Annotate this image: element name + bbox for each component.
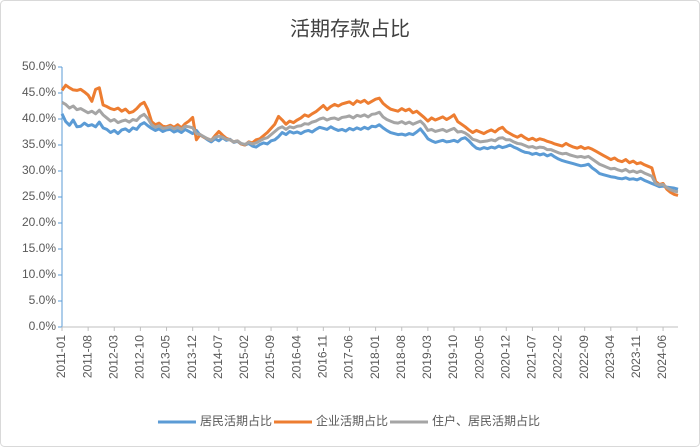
legend-label: 住户、居民活期占比 — [432, 413, 540, 428]
x-tick-label: 2016-04 — [289, 335, 303, 379]
y-tick-label: 15.0% — [22, 241, 56, 255]
x-tick-label: 2014-07 — [211, 335, 225, 379]
x-tick-label: 2011-08 — [80, 335, 94, 378]
x-tick-label: 2019-03 — [420, 335, 434, 379]
x-tick-label: 2023-04 — [603, 335, 617, 379]
x-tick-label: 2021-07 — [525, 335, 539, 379]
x-tick-label: 2019-10 — [446, 335, 460, 379]
y-tick-label: 45.0% — [22, 85, 56, 99]
x-tick-label: 2020-05 — [472, 335, 486, 379]
y-tick-label: 0.0% — [29, 319, 57, 333]
x-tick-label: 2015-09 — [263, 335, 277, 379]
x-tick-label: 2012-03 — [106, 335, 120, 379]
legend-label: 企业活期占比 — [316, 413, 388, 428]
y-tick-label: 5.0% — [29, 293, 57, 307]
x-tick-label: 2011-01 — [54, 335, 68, 378]
chart-title: 活期存款占比 — [290, 17, 410, 40]
y-tick-label: 50.0% — [22, 59, 56, 73]
x-tick-label: 2017-06 — [342, 335, 356, 379]
x-tick-label: 2016-11 — [316, 335, 330, 378]
legend-label: 居民活期占比 — [200, 413, 272, 428]
x-tick-label: 2013-05 — [159, 335, 173, 379]
x-tick-label: 2024-06 — [655, 335, 669, 379]
y-tick-label: 40.0% — [22, 111, 56, 125]
x-tick-label: 2023-11 — [629, 335, 643, 378]
x-tick-label: 2020-12 — [498, 335, 512, 379]
x-tick-label: 2022-09 — [577, 335, 591, 379]
x-tick-label: 2018-08 — [394, 335, 408, 379]
x-tick-label: 2018-01 — [368, 335, 382, 379]
y-tick-label: 20.0% — [22, 215, 56, 229]
series-line — [60, 113, 679, 191]
y-tick-label: 10.0% — [22, 267, 56, 281]
x-tick-label: 2022-02 — [551, 335, 565, 379]
y-tick-label: 30.0% — [22, 163, 56, 177]
x-tick-label: 2012-10 — [133, 335, 147, 379]
x-tick-label: 2013-12 — [185, 335, 199, 379]
x-tick-label: 2015-02 — [237, 335, 251, 379]
y-tick-label: 35.0% — [22, 137, 56, 151]
series-line — [61, 101, 679, 194]
series-line — [60, 83, 679, 197]
y-tick-label: 25.0% — [22, 189, 56, 203]
